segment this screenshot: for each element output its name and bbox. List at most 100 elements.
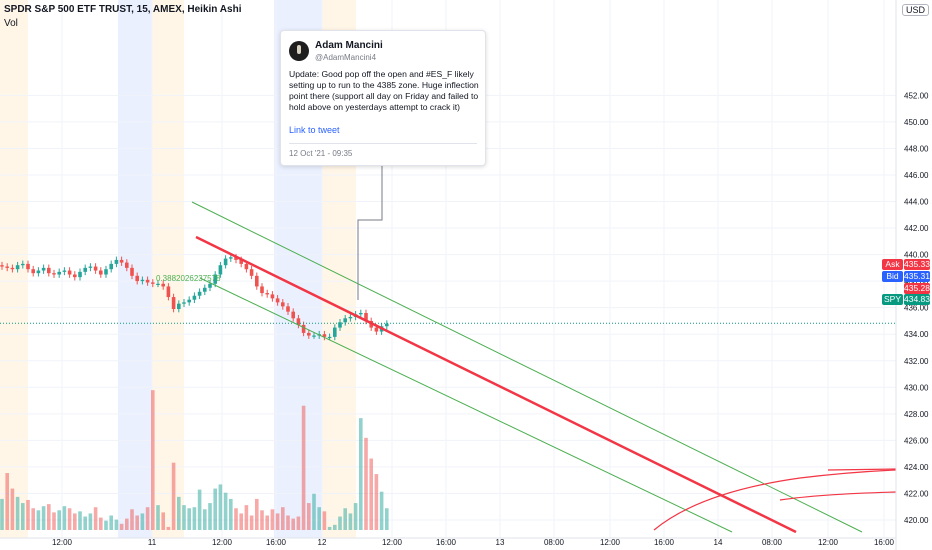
bid-price: 435.31 [904, 271, 930, 282]
candle-body [322, 334, 327, 337]
currency-button[interactable]: USD [902, 4, 930, 16]
candle-body [67, 270, 72, 275]
trend-lines[interactable]: 0.3882026237578 [0, 164, 897, 534]
time-axis[interactable]: 12:00 11 12:00 16:00 12 12:00 16:00 13 08:00 12:0… [0, 537, 896, 547]
candles [0, 253, 389, 341]
volume-bar [234, 508, 238, 530]
volume-bar [41, 506, 46, 530]
volume-bar [21, 503, 25, 530]
volume-bar [359, 418, 363, 530]
candle-body [234, 257, 238, 260]
candle-body [109, 263, 113, 270]
candle-body [119, 259, 124, 263]
price-tick-label: 446.00 [904, 171, 929, 180]
candle-body [281, 302, 285, 307]
price-tick-label: 420.00 [904, 516, 929, 525]
price-tick-label: 428.00 [904, 410, 929, 419]
volume-bar [125, 518, 129, 530]
volume-bar [104, 520, 108, 530]
volume-bar [93, 507, 98, 530]
candle-body [36, 270, 41, 274]
candle-body [197, 291, 202, 296]
candle-body [99, 270, 103, 275]
candle-body [21, 263, 25, 266]
symbol-label: SPY [882, 294, 903, 305]
time-tick-label: 16:00 [654, 538, 675, 547]
candle-body [249, 269, 254, 276]
volume-bar [275, 513, 280, 530]
candle-body [260, 286, 264, 294]
channel-upper-line [191, 201, 863, 533]
tweet-link[interactable]: Link to tweet [289, 125, 340, 135]
candle-body [125, 262, 129, 268]
candle-body [359, 312, 363, 315]
price-tick-label: 436.00 [904, 304, 929, 313]
volume-bar [218, 484, 223, 530]
tweet-author: Adam Mancini [315, 40, 383, 51]
symbol-price: 434.83 [904, 294, 930, 305]
tweet-divider [289, 143, 477, 144]
candle-body [161, 283, 165, 287]
candle-body [338, 322, 342, 328]
volume-bar [307, 503, 311, 530]
candle-body [171, 297, 176, 310]
volume-bar [343, 508, 347, 530]
time-tick-label: 14 [714, 538, 723, 547]
volume-bar [197, 489, 202, 530]
candle-body [47, 267, 51, 274]
volume-bar [322, 511, 327, 530]
volume-bar [119, 523, 124, 530]
price-tick-label: 424.00 [904, 463, 929, 472]
candle-body [239, 259, 243, 264]
volume-bar [31, 508, 35, 530]
volume-bar [130, 509, 134, 530]
volume-bar [265, 515, 269, 530]
session-band [152, 0, 184, 538]
forecast-line [827, 468, 897, 471]
price-tick-label: 432.00 [904, 357, 929, 366]
candle-body [223, 258, 228, 266]
volume-bar [312, 493, 316, 530]
price-tick-label: 450.00 [904, 118, 929, 127]
volume-bar [57, 510, 61, 530]
tweet-connector [357, 164, 383, 300]
candle-body [187, 299, 191, 303]
price-tick-label: 442.00 [904, 224, 929, 233]
time-tick-label: 12:00 [818, 538, 839, 547]
channel-label: 0.3882026237578 [156, 274, 221, 283]
symbol-title[interactable]: SPDR S&P 500 ETF TRUST, 15, AMEX, Heikin… [4, 4, 242, 15]
candle-body [307, 332, 311, 336]
volume-indicator-label[interactable]: Vol [4, 18, 18, 29]
volume-bar [239, 513, 243, 530]
candle-body [213, 274, 217, 284]
candle-body [15, 265, 20, 270]
time-tick-label: 13 [496, 538, 505, 547]
price-tick-label: 452.00 [904, 91, 929, 100]
candle-body [218, 265, 223, 275]
volume-bar [286, 515, 290, 530]
candle-body [78, 271, 82, 278]
volume-bar [83, 516, 87, 530]
candle-body [208, 283, 212, 288]
candle-body [130, 267, 134, 276]
volume-bar [10, 488, 15, 530]
candle-body [182, 302, 186, 304]
candle-body [31, 269, 35, 274]
candle-body [244, 263, 249, 270]
volume-bar [73, 513, 77, 530]
volume-bar [109, 515, 113, 530]
candle-body [93, 266, 98, 271]
time-tick-label: 16:00 [874, 538, 895, 547]
candle-body [145, 279, 150, 283]
candle-body [364, 312, 368, 321]
ask-price: 435.33 [904, 259, 930, 270]
time-tick-label: 12:00 [212, 538, 233, 547]
price-tick-label: 434.00 [904, 330, 929, 339]
candle-body [296, 318, 301, 325]
time-tick-label: 16:00 [266, 538, 287, 547]
volume-bar [249, 515, 254, 530]
candle-body [265, 293, 269, 295]
candle-body [151, 282, 155, 284]
volume-bar [36, 510, 41, 530]
ask-label: Ask [882, 259, 903, 270]
